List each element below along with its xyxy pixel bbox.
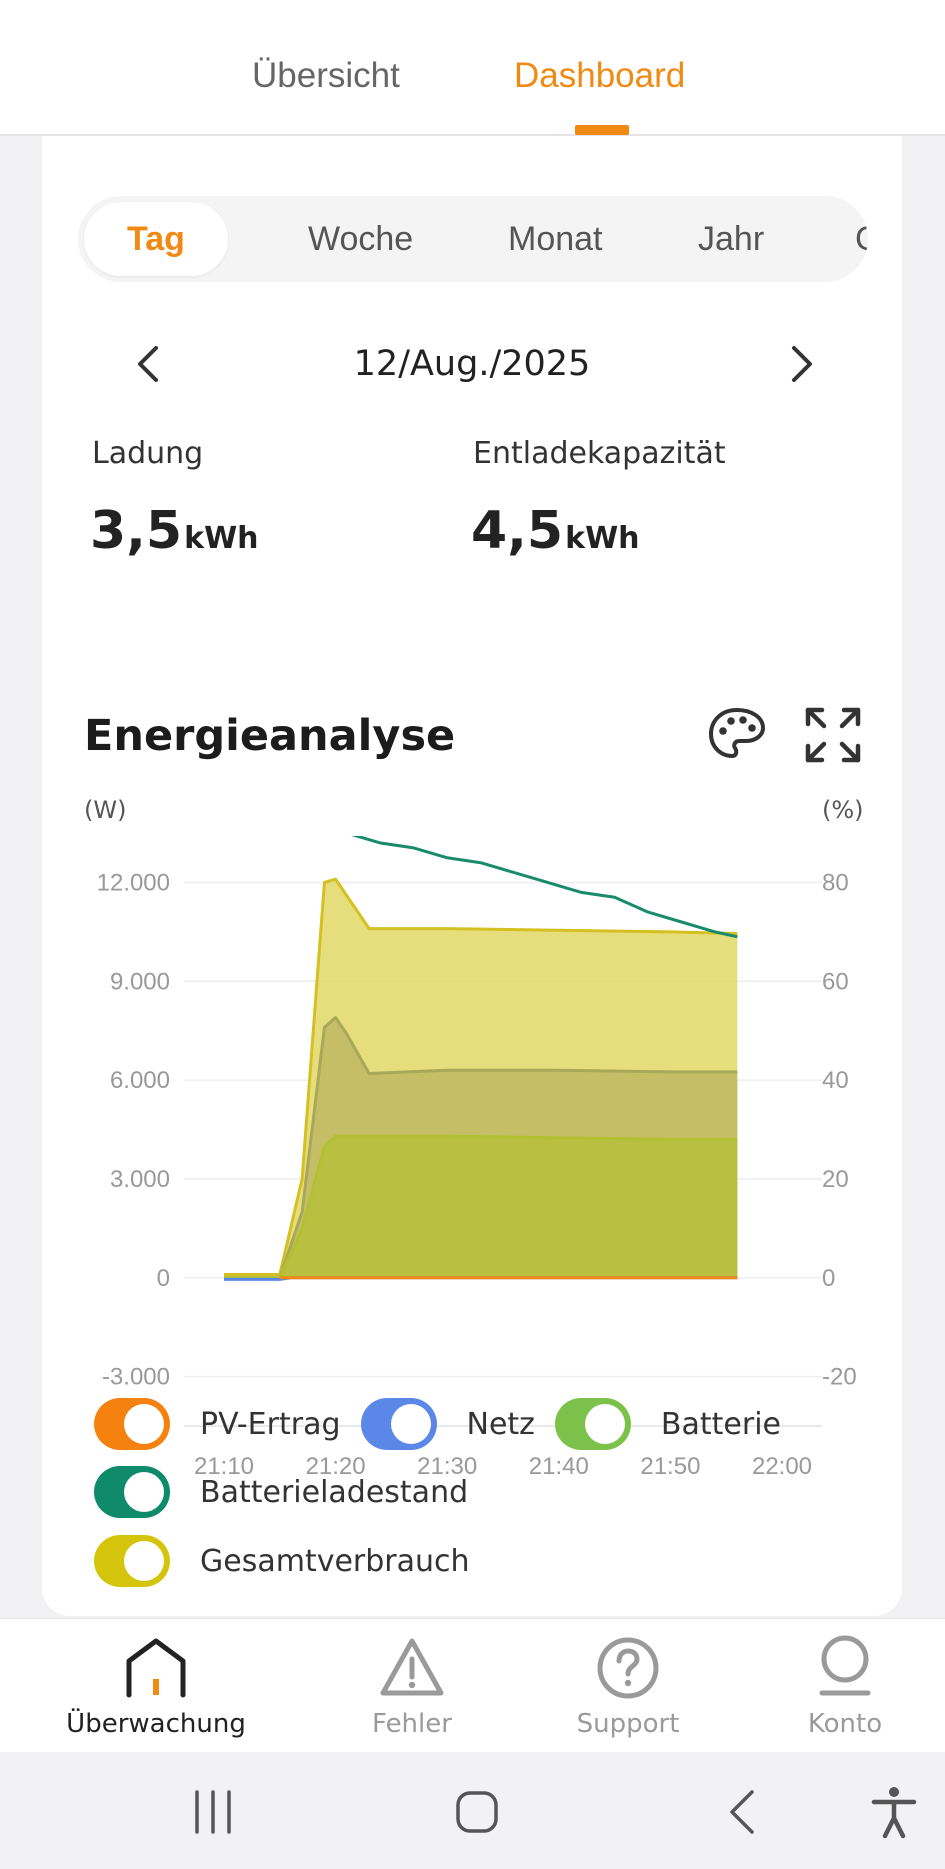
toggle-total-consumption[interactable]	[94, 1535, 170, 1587]
x-tick-label: 22:00	[752, 1453, 812, 1480]
expand-icon[interactable]	[802, 704, 864, 766]
toggle-grid[interactable]	[360, 1398, 437, 1450]
legend-grid: Netz	[466, 1406, 535, 1442]
system-navigation-bar	[0, 1752, 945, 1869]
nav-support[interactable]: Support	[510, 1619, 746, 1753]
nav-account[interactable]: Konto	[727, 1619, 945, 1753]
series-battery-line	[224, 1016, 738, 1280]
nav-errors[interactable]: Fehler	[294, 1619, 530, 1753]
y2-tick-label: 20	[822, 1166, 849, 1193]
recent-apps-icon[interactable]	[183, 1782, 243, 1842]
y-tick-label: 9.000	[110, 968, 170, 995]
home-icon	[126, 1638, 186, 1698]
legend-row-1: PV-Ertrag Netz Batterie	[94, 1396, 781, 1452]
warning-icon	[380, 1638, 444, 1696]
y2-tick-label: 60	[822, 968, 849, 995]
home-button-icon[interactable]	[447, 1782, 507, 1842]
nav-monitoring-label: Überwachung	[66, 1709, 246, 1739]
period-tab-day[interactable]: Tag	[127, 220, 185, 258]
nav-support-label: Support	[576, 1709, 680, 1739]
toggle-battery-soc[interactable]	[94, 1466, 170, 1518]
chevron-left-icon[interactable]	[126, 340, 174, 388]
stat-charge-value: 3,5kWh	[90, 501, 259, 561]
nav-monitoring[interactable]: Überwachung	[38, 1619, 274, 1753]
x-tick-label: 21:30	[417, 1453, 477, 1480]
palette-icon[interactable]	[706, 704, 768, 766]
legend-battery-soc: Batterieladestand	[200, 1474, 469, 1510]
series-battery-soc-line	[351, 836, 738, 939]
section-title: Energieanalyse	[84, 711, 456, 761]
y2-tick-label: 0	[822, 1265, 835, 1292]
tab-overview[interactable]: Übersicht	[252, 56, 400, 95]
series-pv-yield-line	[224, 1134, 738, 1280]
toggle-battery[interactable]	[554, 1398, 631, 1450]
active-tab-indicator	[575, 125, 629, 135]
help-icon	[597, 1637, 659, 1699]
series-total-consumption-line	[224, 877, 738, 1276]
legend-pv-yield: PV-Ertrag	[200, 1406, 341, 1442]
bottom-navigation: Überwachung Fehler Support Konto	[0, 1618, 945, 1752]
toggle-knob	[584, 1404, 625, 1444]
stat-discharge-number: 4,5	[471, 501, 564, 561]
accessibility-icon[interactable]	[864, 1782, 924, 1842]
left-axis-unit: (W)	[84, 796, 127, 824]
y-tick-label: 3.000	[110, 1166, 170, 1193]
legend-battery: Batterie	[660, 1406, 781, 1442]
y2-tick-label: -20	[822, 1364, 857, 1391]
date-navigator: 12/Aug./2025	[42, 326, 902, 406]
nav-errors-label: Fehler	[372, 1709, 452, 1739]
legend-row-2: Batterieladestand	[94, 1464, 468, 1520]
stat-charge-unit: kWh	[184, 521, 259, 556]
top-tab-bar: Übersicht Dashboard	[0, 0, 945, 136]
y2-tick-label: 40	[822, 1067, 849, 1094]
y2-tick-label: 80	[822, 869, 849, 896]
y-tick-label: 0	[157, 1265, 170, 1292]
nav-account-label: Konto	[807, 1709, 883, 1739]
toggle-knob	[124, 1541, 164, 1581]
stat-charge-label: Ladung	[92, 436, 204, 471]
stat-discharge-label: Entladekapazität	[473, 436, 726, 471]
back-icon[interactable]	[714, 1782, 774, 1842]
y-tick-label: -3.000	[102, 1364, 170, 1391]
dashboard-card: Tag Woche Monat Jahr Ges 12/Aug./2025 La…	[42, 136, 902, 1616]
period-tab-month[interactable]: Monat	[508, 220, 603, 258]
tab-dashboard[interactable]: Dashboard	[514, 56, 686, 95]
x-tick-label: 21:40	[529, 1453, 589, 1480]
stat-discharge-unit: kWh	[565, 521, 640, 556]
series-pv-yield-area	[224, 1136, 738, 1278]
energy-chart[interactable]: 12.0009.0006.0003.0000-3.000100806040200…	[42, 836, 902, 1486]
x-tick-label: 21:50	[640, 1453, 700, 1480]
toggle-pv-yield[interactable]	[94, 1398, 170, 1450]
x-tick-label: 21:10	[194, 1453, 254, 1480]
current-date[interactable]: 12/Aug./2025	[353, 344, 591, 384]
toggle-knob	[124, 1404, 164, 1444]
period-tab-year[interactable]: Jahr	[698, 220, 765, 258]
period-selector: Tag Woche Monat Jahr Ges	[78, 196, 868, 282]
legend-row-3: Gesamtverbrauch	[94, 1533, 470, 1589]
chevron-right-icon[interactable]	[776, 340, 824, 388]
x-tick-label: 21:20	[306, 1453, 366, 1480]
right-axis-unit: (%)	[822, 796, 864, 824]
toggle-knob	[124, 1472, 164, 1512]
period-tab-week[interactable]: Woche	[308, 220, 414, 258]
y-tick-label: 6.000	[110, 1067, 170, 1094]
account-icon	[819, 1635, 871, 1696]
legend-total-consumption: Gesamtverbrauch	[200, 1543, 470, 1579]
stat-discharge-value: 4,5kWh	[471, 501, 640, 561]
y-tick-label: 12.000	[97, 869, 170, 896]
stat-charge-number: 3,5	[90, 501, 183, 561]
period-tab-total[interactable]: Ges	[855, 196, 868, 282]
period-selected-pill	[84, 202, 228, 276]
toggle-knob	[390, 1404, 431, 1444]
